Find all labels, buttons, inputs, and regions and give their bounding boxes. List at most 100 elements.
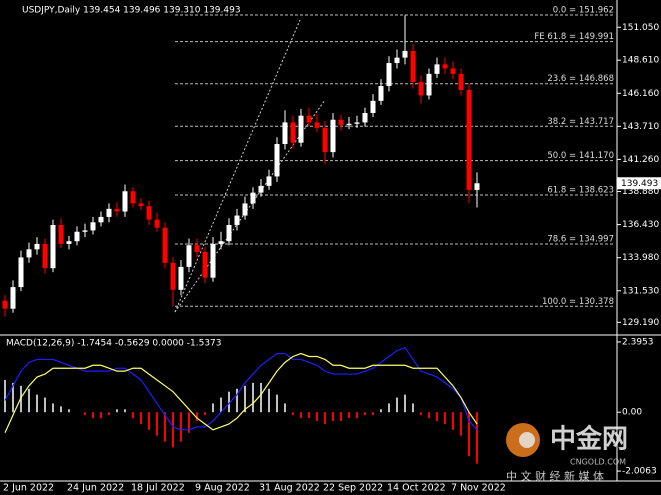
candle-body <box>394 57 400 64</box>
candle-body <box>114 208 120 212</box>
candle-body <box>194 245 200 253</box>
candle-body <box>10 287 16 309</box>
candle-body <box>202 252 208 278</box>
y-tick-label: 138.880 <box>622 187 659 197</box>
candle-body <box>330 119 336 153</box>
x-tick-label: 24 Jun 2022 <box>67 483 124 494</box>
last-price-box <box>617 177 661 190</box>
indicator-title: MACD(12,26,9) -1.7454 -0.5629 0.0000 -1.… <box>6 339 222 349</box>
y-tick-label: 129.190 <box>622 318 659 328</box>
candle-body <box>466 90 472 190</box>
y-tick-label: 0.00 <box>622 408 642 418</box>
y-tick-label: 133.980 <box>622 253 659 263</box>
candle-body <box>50 225 56 269</box>
candle-body <box>322 127 328 153</box>
watermark-tagline: 中 文 财 经 新 媒 体 <box>506 469 604 483</box>
fib-label: 23.6 = 146.868 <box>547 74 614 84</box>
chart-title: USDJPY,Daily 139.454 139.496 139.310 139… <box>22 6 241 16</box>
candle-body <box>178 266 184 290</box>
fib-label: FE 61.8 = 149.991 <box>534 32 614 42</box>
candle-body <box>170 262 176 290</box>
indicator-line <box>4 346 478 431</box>
candle-body <box>122 191 128 212</box>
candle-body <box>82 230 88 232</box>
last-price-label: 139.493 <box>621 179 658 189</box>
candle-body <box>66 241 72 244</box>
candle-body <box>378 85 384 101</box>
indicator-line <box>4 352 478 434</box>
fib-label: 0.0 = 151.962 <box>553 5 614 15</box>
candle-body <box>402 50 408 58</box>
fib-label: 78.6 = 134.997 <box>547 234 614 244</box>
candle-body <box>138 203 144 207</box>
candle-body <box>218 241 224 244</box>
y-tick-label: 151.050 <box>622 23 659 33</box>
candle-body <box>18 257 24 288</box>
y-tick-label: 143.710 <box>622 122 659 132</box>
x-tick-label: 18 Jul 2022 <box>131 483 185 494</box>
candle-body <box>74 231 80 242</box>
candle-body <box>434 64 440 74</box>
y-tick-label: 141.260 <box>622 155 659 165</box>
candle-body <box>354 122 360 124</box>
watermark-name: 中金网 <box>550 424 628 455</box>
candle-body <box>418 81 424 96</box>
candle-body <box>386 63 392 86</box>
candle-body <box>274 144 280 177</box>
watermark-site: CNGOLD.COM <box>570 458 626 467</box>
x-tick-label: 7 Nov 2022 <box>451 483 506 494</box>
candle-body <box>98 216 104 223</box>
logo <box>519 432 535 448</box>
candle-body <box>410 50 416 82</box>
y-tick-label: 2.3953 <box>622 337 654 347</box>
candle-body <box>146 206 152 220</box>
candle-body <box>362 112 368 123</box>
fib-label: 61.8 = 138.623 <box>547 186 614 196</box>
candle-body <box>210 243 216 278</box>
candle-body <box>314 122 320 128</box>
fib-label: 38.2 = 143.717 <box>547 117 614 127</box>
candle-body <box>106 208 112 217</box>
candle-body <box>130 191 136 204</box>
candle-body <box>458 73 464 91</box>
candle-body <box>186 245 192 267</box>
x-tick-label: 31 Aug 2022 <box>259 483 320 494</box>
x-tick-label: 22 Sep 2022 <box>323 483 383 494</box>
candle-body <box>282 122 288 145</box>
y-tick-label: 148.610 <box>622 56 659 66</box>
fib-trend-line <box>174 19 301 313</box>
candle-body <box>234 215 240 226</box>
x-tick-label: 2 Jun 2022 <box>3 483 54 494</box>
candle-body <box>58 225 64 244</box>
candle-body <box>450 68 456 74</box>
candle-body <box>242 203 248 216</box>
y-tick-label: 136.430 <box>622 220 659 230</box>
candle-body <box>346 123 352 126</box>
candle-body <box>370 100 376 113</box>
y-tick-label: 131.530 <box>622 286 659 296</box>
fib-label: 100.0 = 130.378 <box>542 297 614 307</box>
fib-label: 50.0 = 141.170 <box>547 151 614 161</box>
candle-body <box>90 222 96 231</box>
x-tick-label: 9 Aug 2022 <box>195 483 250 494</box>
candle-body <box>338 119 344 126</box>
candle-body <box>258 185 264 193</box>
candle-body <box>306 115 312 123</box>
y-tick-label: 146.160 <box>622 89 659 99</box>
candle-body <box>42 243 48 269</box>
candle-body <box>250 192 256 204</box>
candle-body <box>426 73 432 96</box>
candle-body <box>154 219 160 228</box>
candle-body <box>26 249 32 258</box>
candle-body <box>290 122 296 143</box>
candle-body <box>34 243 40 250</box>
candle-body <box>442 64 448 69</box>
candle-body <box>162 227 168 263</box>
x-tick-label: 14 Oct 2022 <box>387 483 446 494</box>
candle-body <box>298 115 304 143</box>
watermark: 中金网 CNGOLD.COM 中 文 财 经 新 媒 体 <box>506 423 628 483</box>
candle-body <box>226 225 232 242</box>
candle-body <box>266 176 272 186</box>
